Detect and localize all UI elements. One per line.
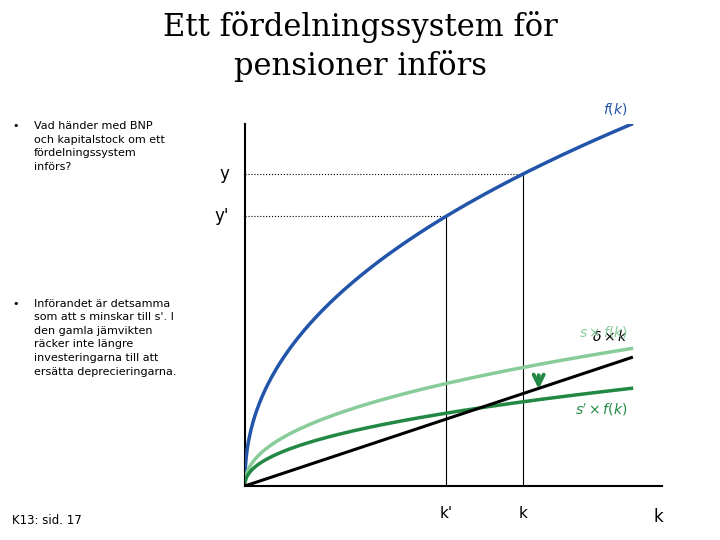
Text: $s \times f\left(k\right)$: $s \times f\left(k\right)$ [579,324,628,340]
Text: Ett fördelningssystem för
pensioner införs: Ett fördelningssystem för pensioner infö… [163,11,557,82]
Text: Vad händer med BNP
och kapitalstock om ett
fördelningssystem
införs?: Vad händer med BNP och kapitalstock om e… [34,122,165,172]
Text: k: k [654,508,663,526]
Text: k: k [519,506,528,521]
Text: Införandet är detsamma
som att s minskar till s'. I
den gamla jämvikten
räcker i: Införandet är detsamma som att s minskar… [34,299,176,377]
Text: y': y' [215,207,230,225]
Text: k': k' [439,506,452,521]
Text: •: • [12,299,19,309]
Text: $\delta \times k$: $\delta \times k$ [592,329,628,345]
Text: •: • [12,122,19,131]
Text: y: y [220,165,230,183]
Text: $f\left(k\right)$: $f\left(k\right)$ [603,101,628,117]
Text: $s' \times f\left(k\right)$: $s' \times f\left(k\right)$ [575,401,628,417]
Text: K13: sid. 17: K13: sid. 17 [12,514,82,527]
